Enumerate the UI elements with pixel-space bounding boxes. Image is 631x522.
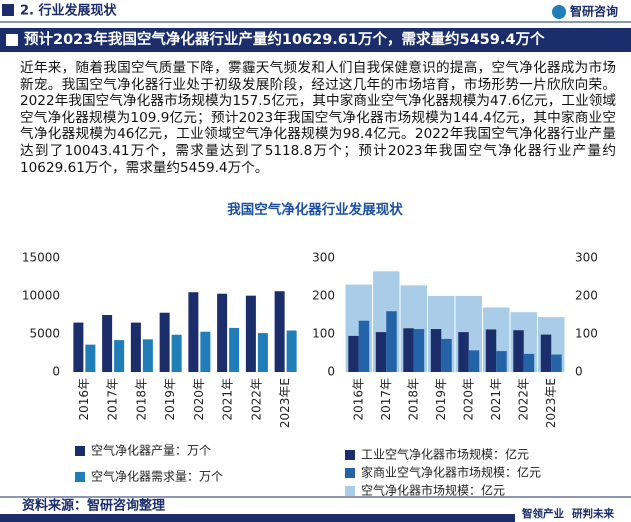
- bar: [286, 330, 297, 372]
- footer-bar: [0, 514, 515, 522]
- bar: [229, 327, 240, 372]
- legend-label: 家商业空气净化器市场规模：亿元: [361, 465, 541, 480]
- bar: [441, 338, 452, 372]
- banner-bg: [0, 28, 631, 52]
- legend-label: 空气净化器市场规模：亿元: [361, 483, 505, 498]
- x-tick-label: 2017年: [106, 378, 120, 421]
- y-tick-label: 100: [312, 327, 335, 341]
- x-tick-label: 2016年: [351, 378, 365, 421]
- legend-label: 空气净化器产量：万个: [91, 443, 211, 458]
- x-tick-label: 2018年: [406, 378, 420, 421]
- legend-swatch: [75, 472, 85, 482]
- x-tick-label: 2020年: [461, 378, 475, 421]
- section-icon: [2, 4, 14, 16]
- legend-swatch: [75, 446, 85, 456]
- bar: [403, 328, 414, 372]
- bar: [551, 354, 562, 372]
- bar: [245, 295, 256, 372]
- bar: [413, 329, 425, 372]
- legend-swatch: [345, 450, 355, 460]
- charts-title: 我国空气净化器行业发展现状: [227, 201, 403, 218]
- y-tick-label: 300: [312, 251, 335, 265]
- bar: [171, 334, 182, 372]
- x-tick-label: 2020年: [192, 378, 206, 421]
- y-tick-label: 5000: [29, 327, 60, 341]
- bar: [540, 334, 552, 372]
- bar: [523, 353, 535, 372]
- bar: [200, 331, 211, 372]
- logo-icon: [552, 5, 566, 19]
- x-tick-label: 2022年: [516, 378, 530, 421]
- y-tick-label: 0: [327, 365, 335, 379]
- legend-label: 工业空气净化器市场规模：亿元: [361, 447, 529, 462]
- bar: [217, 293, 228, 372]
- bar: [102, 315, 113, 372]
- y-tick-label: 10000: [22, 289, 60, 303]
- bar: [85, 344, 96, 372]
- x-tick-label: 2023年E: [544, 378, 558, 428]
- footer: 智领产业: [521, 507, 564, 520]
- bar: [159, 312, 170, 372]
- bar: [375, 332, 387, 372]
- paragraph: 近年来，随着我国空气质量下降，雾霾天气频发和人们自我保健意识的提高，空气净化器成…: [20, 60, 616, 176]
- y2-tick-label: 200: [575, 289, 598, 303]
- x-tick-label: 2019年: [434, 378, 448, 421]
- bar: [348, 335, 359, 372]
- bar: [188, 292, 199, 372]
- section-title: 2. 行业发展现状: [20, 3, 118, 19]
- bar: [257, 333, 268, 372]
- bar: [485, 329, 497, 372]
- y-tick-label: 15000: [22, 251, 60, 265]
- source: 资料来源：智研咨询整理: [22, 498, 165, 514]
- bar: [468, 350, 480, 372]
- bar: [513, 330, 524, 372]
- bar: [114, 340, 125, 372]
- bar: [73, 322, 84, 372]
- legend-swatch: [345, 486, 355, 496]
- footer: 研判未来: [572, 507, 614, 520]
- legend-label: 空气净化器需求量：万个: [91, 469, 223, 484]
- x-tick-label: 2019年: [163, 378, 177, 421]
- bar: [142, 339, 153, 372]
- bar: [458, 332, 469, 372]
- logo: 智研咨询: [569, 4, 618, 19]
- bar: [430, 329, 442, 372]
- y2-tick-label: 100: [575, 327, 598, 341]
- bar: [358, 320, 370, 372]
- y-tick-label: 200: [312, 289, 335, 303]
- y2-tick-label: 0: [575, 365, 583, 379]
- banner-icon: [6, 34, 18, 46]
- bar: [274, 291, 285, 372]
- y2-tick-label: 300: [575, 251, 598, 265]
- bar: [130, 322, 141, 372]
- x-tick-label: 2018年: [134, 378, 148, 421]
- x-tick-label: 2022年: [249, 378, 263, 421]
- bar: [496, 351, 507, 372]
- x-tick-label: 2016年: [77, 378, 91, 421]
- banner: 预计2023年我国空气净化器行业产量约10629.61万个，需求量约5459.4…: [24, 30, 545, 48]
- x-tick-label: 2023年E: [278, 378, 292, 428]
- x-tick-label: 2021年: [489, 378, 503, 421]
- bar: [386, 311, 397, 372]
- x-tick-label: 2021年: [221, 378, 235, 421]
- x-tick-label: 2017年: [379, 378, 393, 421]
- legend-swatch: [345, 468, 355, 478]
- y-tick-label: 0: [52, 365, 60, 379]
